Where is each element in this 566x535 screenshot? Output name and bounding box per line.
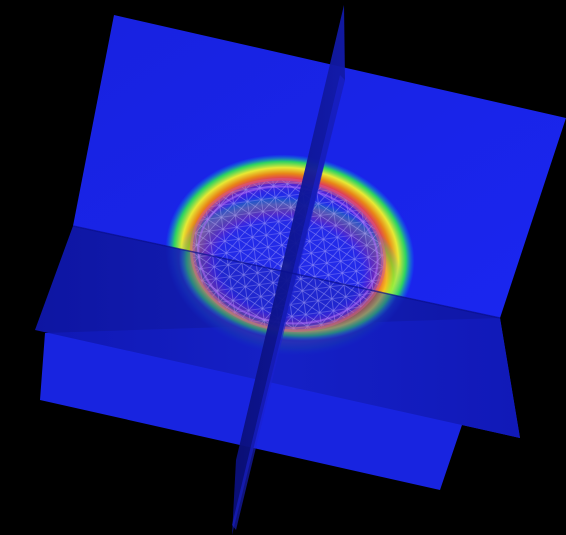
vertical-cutting-plane — [232, 5, 345, 535]
